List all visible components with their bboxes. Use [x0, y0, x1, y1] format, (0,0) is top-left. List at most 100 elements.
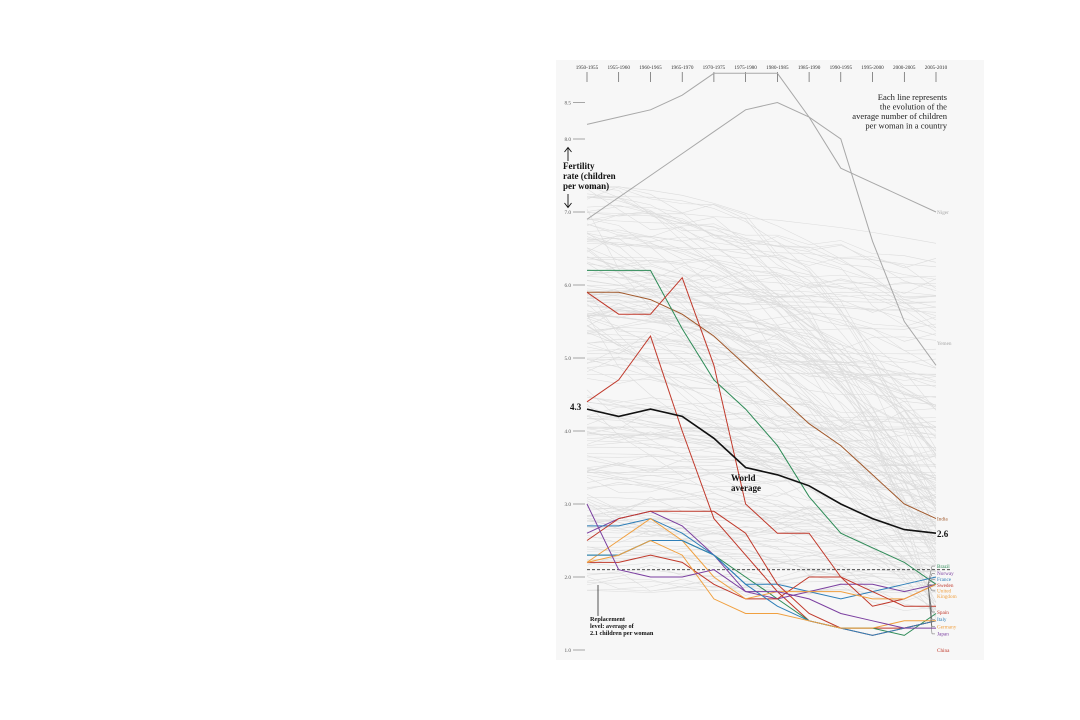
end-label-norway: Norway: [937, 571, 954, 577]
country-line: [586, 364, 937, 466]
country-line: [586, 403, 937, 427]
country-line: [586, 186, 937, 482]
world-average-start-value: 4.3: [570, 402, 582, 412]
series-line-france: [587, 518, 937, 600]
y-tick-label: 8.5: [565, 100, 572, 106]
country-line: [586, 287, 937, 301]
country-line: [586, 270, 937, 406]
country-line: [586, 562, 937, 567]
end-label-italy: Italy: [937, 617, 947, 623]
end-label-niger: Niger: [937, 210, 949, 216]
country-line: [586, 281, 937, 305]
country-line: [586, 185, 937, 328]
country-line: [586, 278, 936, 289]
country-line: [586, 508, 937, 519]
country-line: [586, 315, 937, 408]
country-line: [586, 241, 937, 530]
country-line: [586, 471, 937, 477]
country-line: [586, 454, 937, 483]
y-tick-label: 5.0: [565, 356, 572, 362]
country-line: [586, 514, 937, 521]
country-line: [586, 264, 937, 294]
country-line: [586, 301, 937, 304]
country-line: [586, 210, 937, 336]
country-line: [586, 356, 937, 524]
label-leader: [927, 565, 935, 585]
country-line: [586, 546, 937, 591]
country-line: [586, 367, 937, 428]
series-line-sweden: [587, 554, 937, 607]
x-tick-label: 1985-1990: [798, 65, 821, 71]
country-line: [586, 396, 937, 562]
country-line: [586, 331, 937, 355]
country-line: [586, 548, 937, 559]
y-tick-label: 7.0: [565, 210, 572, 216]
chart-note-line-4: per woman in a country: [865, 121, 947, 131]
country-line: [586, 196, 937, 411]
country-line: [586, 525, 937, 530]
y-tick-label: 4.0: [565, 429, 572, 435]
country-line: [586, 514, 937, 610]
country-line: [586, 516, 937, 610]
country-line: [586, 432, 937, 445]
country-line: [586, 196, 937, 511]
country-line: [586, 303, 937, 523]
country-line: [586, 274, 937, 279]
country-line: [586, 265, 937, 305]
label-leader: [927, 584, 935, 592]
country-line: [586, 530, 937, 541]
label-leader: [927, 584, 935, 635]
country-line: [586, 254, 937, 269]
country-line: [586, 243, 937, 268]
country-line: [586, 589, 937, 594]
country-line: [586, 412, 937, 431]
country-line: [586, 300, 937, 313]
country-line: [586, 357, 937, 479]
y-tick-label: 2.0: [565, 575, 572, 581]
fertility-chart-panel: 1950-1955 1955-1960 1960-1965 1965-1970 1970…: [556, 60, 984, 660]
x-tick-label: 1995-2000: [861, 65, 884, 71]
country-line: [586, 288, 937, 494]
country-line: [586, 575, 937, 588]
country-line: [586, 497, 937, 579]
country-line: [586, 212, 937, 244]
country-line: [586, 492, 937, 510]
country-line: [586, 319, 937, 584]
country-line: [586, 576, 937, 602]
country-line: [586, 414, 937, 421]
country-line: [586, 285, 937, 369]
country-line: [586, 357, 937, 364]
country-line: [586, 569, 937, 582]
chart-note-line-1: Each line represents: [878, 92, 948, 102]
country-line: [586, 426, 937, 431]
country-line: [586, 290, 937, 571]
country-line: [586, 482, 937, 544]
country-line: [586, 418, 937, 526]
label-leader: [927, 578, 935, 585]
country-line: [586, 432, 937, 486]
country-line: [586, 471, 937, 474]
country-line: [586, 395, 937, 512]
country-line: [586, 544, 937, 548]
country-line: [586, 459, 937, 603]
y-tick-label: 8.0: [565, 137, 572, 143]
country-line: [586, 471, 937, 483]
country-line: [586, 372, 936, 376]
series-line-yemen: [586, 101, 937, 366]
country-line: [586, 325, 937, 383]
country-line: [586, 223, 937, 290]
end-label-india: India: [937, 516, 948, 522]
country-line: [586, 433, 937, 490]
country-line: [586, 218, 937, 449]
x-tick-label: 1965-1970: [671, 65, 694, 71]
series-line-niger: [586, 72, 937, 213]
chart-note-line-2: the evolution of the: [880, 102, 947, 112]
series-line: [587, 269, 937, 585]
country-line: [586, 565, 937, 579]
country-line: [586, 211, 937, 611]
country-line: [586, 308, 937, 504]
country-line: [586, 305, 937, 312]
label-leader: [927, 584, 935, 586]
x-tick-label: 1990-1995: [830, 65, 853, 71]
world-average-end-value: 2.6: [937, 529, 949, 539]
